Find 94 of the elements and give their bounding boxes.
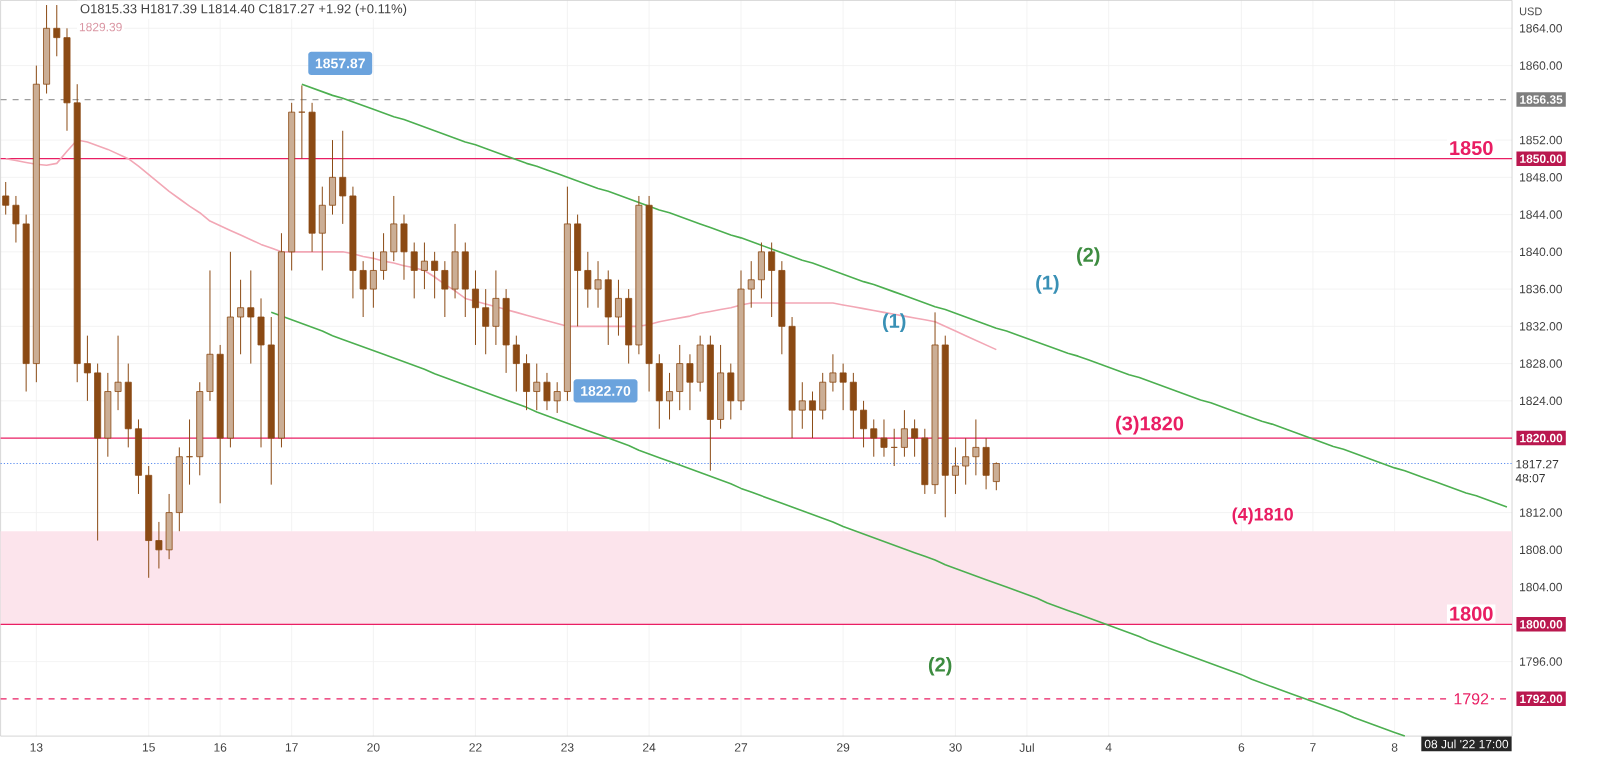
- candlestick: [798, 381, 806, 430]
- x-tick-label: 15: [142, 743, 155, 752]
- candlestick: [380, 232, 388, 281]
- candlestick: [431, 251, 439, 300]
- candlestick: [533, 363, 541, 411]
- x-tick-label: 16: [214, 743, 227, 752]
- band-label: (4)1810: [1232, 507, 1293, 525]
- candlestick: [911, 419, 919, 458]
- candlestick: [972, 419, 980, 477]
- candlestick: [237, 279, 245, 355]
- y-tick-label: 1812.00: [1520, 508, 1562, 518]
- annotation: 1822.70: [581, 386, 631, 397]
- candlestick: [410, 242, 418, 300]
- x-tick-label: Jul: [1019, 743, 1034, 753]
- x-tick-label: 29: [837, 743, 850, 752]
- annotation: 1857.87: [315, 58, 365, 69]
- y-tick-label: 1796.00: [1520, 657, 1562, 667]
- candlestick: [584, 251, 592, 309]
- x-tick-label: 8: [1391, 743, 1398, 752]
- candlestick: [339, 130, 347, 225]
- candlestick: [155, 521, 163, 570]
- y-tick-label: 1836.00: [1520, 285, 1562, 294]
- candlestick: [482, 288, 490, 355]
- candlestick: [2, 181, 10, 216]
- annotation: 1829.39: [79, 22, 122, 32]
- candlestick: [12, 195, 20, 244]
- candlestick: [962, 437, 970, 486]
- x-tick-label: 6: [1238, 743, 1245, 752]
- candlestick: [83, 335, 91, 402]
- x-tick-label: 22: [469, 743, 482, 752]
- candlestick: [747, 260, 755, 309]
- x-tick-label: 4: [1105, 743, 1112, 752]
- candlestick: [298, 85, 306, 160]
- candlestick: [809, 391, 816, 439]
- text: 08 Jul '22 17:00: [1424, 739, 1509, 749]
- ref-line-label: 1820.00: [1520, 434, 1563, 443]
- ref-line-label: 1817.27 48:07: [1515, 460, 1559, 483]
- y-tick-label: 1864.00: [1520, 24, 1562, 33]
- candlestick: [472, 270, 479, 346]
- candlestick: [441, 260, 449, 318]
- text: USD: [1519, 7, 1542, 16]
- candlestick: [359, 260, 367, 318]
- x-tick-label: 30: [949, 743, 962, 752]
- ref-line-label: 1850.00: [1520, 154, 1563, 164]
- y-tick-label: 1844.00: [1520, 210, 1562, 220]
- candlestick: [614, 279, 622, 337]
- candlestick: [594, 260, 602, 309]
- candlestick: [860, 400, 868, 449]
- y-tick-label: 1848.00: [1520, 173, 1562, 182]
- candlestick: [880, 419, 888, 458]
- annotation: (3)1820: [1116, 416, 1184, 435]
- candlestick: [666, 372, 673, 421]
- x-tick-label: 24: [643, 743, 656, 752]
- candlestick: [952, 447, 959, 495]
- annotation: (2): [928, 657, 952, 676]
- ref-line-label: 1792.00: [1520, 694, 1563, 704]
- annotation: 1792: [1454, 693, 1489, 705]
- candlestick: [900, 409, 908, 458]
- candlestick: [420, 242, 428, 290]
- annotation: 1800: [1450, 606, 1493, 621]
- ref-line-label: 1856.35: [1520, 95, 1563, 104]
- y-tick-label: 1824.00: [1520, 396, 1562, 406]
- x-tick-label: 17: [285, 743, 298, 752]
- candlestick: [553, 381, 561, 414]
- y-tick-label: 1828.00: [1520, 359, 1562, 369]
- annotation: 1850: [1450, 141, 1493, 156]
- x-tick-label: 27: [734, 743, 748, 752]
- y-tick-label: 1832.00: [1520, 322, 1562, 331]
- x-tick-label: 7: [1310, 743, 1316, 752]
- candlestick: [512, 335, 520, 393]
- candlestick: [839, 363, 847, 411]
- y-tick-label: 1808.00: [1520, 545, 1562, 555]
- candlestick: [543, 372, 551, 411]
- ref-line-label: 1800.00: [1520, 620, 1563, 629]
- annotation: (2): [1077, 247, 1100, 266]
- y-tick-label: 1852.00: [1520, 136, 1562, 145]
- x-tick-label: 20: [367, 743, 380, 752]
- annotation: (1): [882, 313, 906, 333]
- chart-title: O1815.33 H1817.39 L1814.40 C1817.27 +1.92 (+0.11%): [80, 3, 407, 17]
- x-tick-label: 13: [30, 743, 43, 752]
- candlestick: [768, 242, 776, 318]
- candlestick: [686, 353, 694, 411]
- candlestick: [992, 462, 1000, 491]
- y-tick-label: 1840.00: [1520, 247, 1562, 257]
- candlestick: [369, 251, 377, 309]
- y-tick-label: 1860.00: [1520, 61, 1562, 70]
- candlestick: [870, 419, 878, 458]
- x-tick-label: 23: [561, 743, 574, 752]
- candlestick: [247, 270, 255, 365]
- annotation: (1): [1036, 275, 1059, 294]
- candlestick: [114, 335, 122, 411]
- candlestick: [829, 353, 837, 393]
- candlestick: [53, 4, 61, 57]
- y-tick-label: 1804.00: [1520, 583, 1562, 592]
